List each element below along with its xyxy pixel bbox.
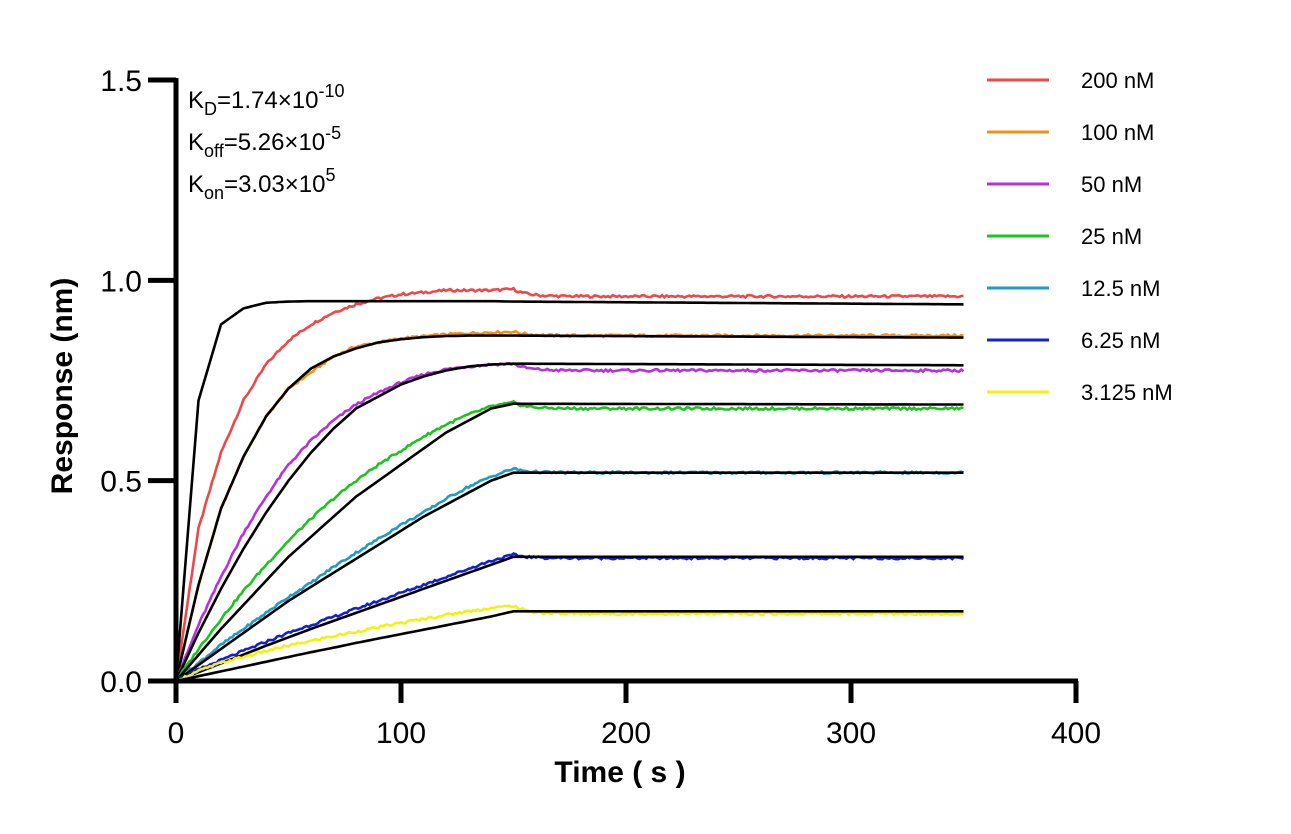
y-tick-label: 0.5 xyxy=(100,466,142,499)
series-line xyxy=(175,604,964,683)
legend-label: 25 nM xyxy=(1081,224,1142,249)
x-tick-label: 300 xyxy=(826,717,876,750)
x-tick-label: 200 xyxy=(601,717,651,750)
y-tick-label: 1.5 xyxy=(100,65,142,98)
annotation-block: KD=1.74×10-10 Koff=5.26×10-5 Kon=3.03×10… xyxy=(188,81,344,203)
kon-annotation: Kon=3.03×105 xyxy=(188,165,336,203)
koff-annotation: Koff=5.26×10-5 xyxy=(188,123,341,161)
series-line xyxy=(174,399,964,682)
series-line xyxy=(175,552,964,683)
fit-line xyxy=(175,555,964,683)
fit-line xyxy=(174,299,964,682)
series-line xyxy=(174,361,965,682)
fit-line xyxy=(175,471,964,683)
legend-label: 12.5 nM xyxy=(1081,276,1161,301)
kd-annotation: KD=1.74×10-10 xyxy=(188,81,344,119)
y-tick-label: 1.0 xyxy=(100,265,142,298)
legend-label: 3.125 nM xyxy=(1081,380,1173,405)
series-line xyxy=(174,286,964,682)
x-tick-label: 100 xyxy=(376,717,426,750)
legend-label: 50 nM xyxy=(1081,172,1142,197)
legend: 200 nM 100 nM 50 nM 25 nM 12.5 nM 6.25 nM 3.12… xyxy=(987,68,1173,405)
fit-line xyxy=(175,402,964,682)
legend-label: 6.25 nM xyxy=(1081,328,1161,353)
x-tick-label: 400 xyxy=(1051,717,1101,750)
fit-line xyxy=(175,610,964,683)
x-tick-label: 0 xyxy=(168,717,185,750)
fit-line xyxy=(174,334,964,682)
legend-label: 100 nM xyxy=(1081,120,1154,145)
data-layer xyxy=(174,286,965,683)
y-axis-title: Response (nm) xyxy=(46,278,79,495)
fit-line xyxy=(174,362,964,682)
y-tick-label: 0.0 xyxy=(100,666,142,699)
x-axis-title: Time ( s ) xyxy=(554,756,685,789)
series-line xyxy=(175,466,965,683)
axes-layer: 0 100 200 300 400 0.0 0.5 1.0 1.5 xyxy=(100,65,1101,750)
legend-label: 200 nM xyxy=(1081,68,1154,93)
